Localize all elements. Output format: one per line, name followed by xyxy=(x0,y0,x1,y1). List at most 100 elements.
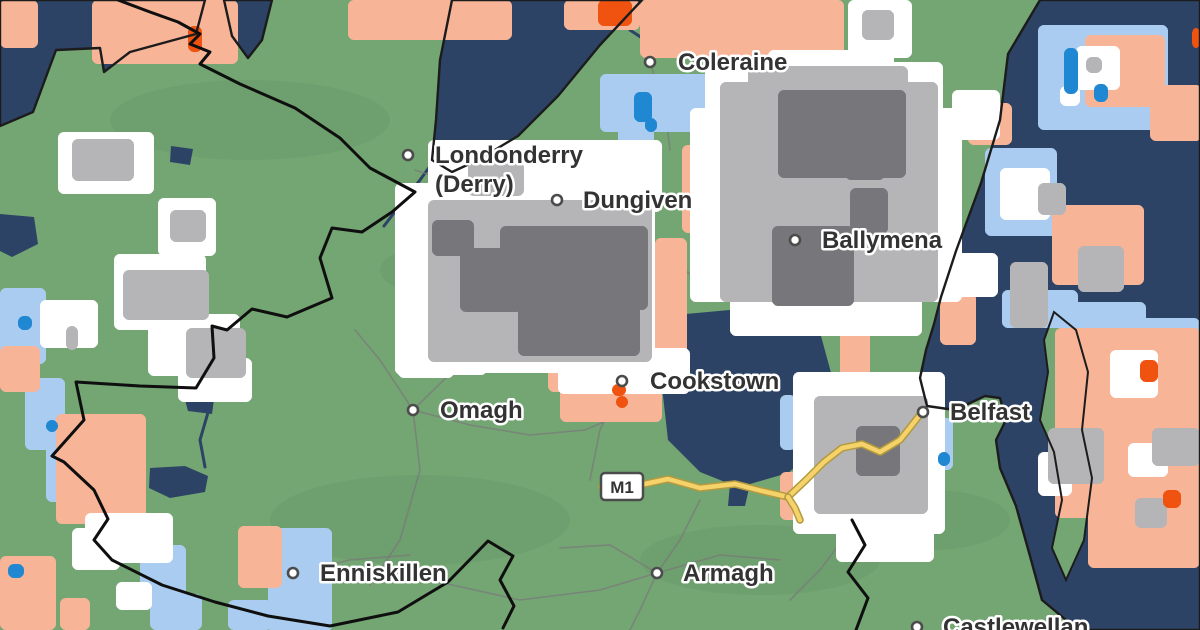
irish-border-south xyxy=(846,518,870,630)
radar-cell-light_gray xyxy=(862,10,894,40)
radar-cell-medium_blue xyxy=(8,564,24,578)
radar-cell-white xyxy=(1000,168,1050,220)
place-marker-castlewellan[interactable] xyxy=(910,620,924,630)
radar-cell-salmon xyxy=(92,0,238,64)
radar-cell-medium_blue xyxy=(1094,84,1108,102)
radar-cell-dark_gray xyxy=(432,220,474,256)
radar-cell-salmon xyxy=(0,346,40,392)
place-marker-coleraine[interactable] xyxy=(643,55,657,69)
radar-cell-orange xyxy=(616,396,628,408)
radar-cell-medium_blue xyxy=(1064,48,1078,94)
place-label-cookstown: Cookstown xyxy=(650,368,779,395)
radar-cell-medium_blue xyxy=(18,316,32,330)
place-label-coleraine: Coleraine xyxy=(678,49,787,76)
radar-cell-dark_gray xyxy=(518,288,640,356)
terrain-shade xyxy=(110,80,390,160)
radar-cell-white xyxy=(836,526,934,562)
radar-cell-orange xyxy=(1163,490,1181,508)
radar-cell-white xyxy=(85,513,173,563)
minor-road xyxy=(559,544,658,574)
minor-road xyxy=(354,329,414,411)
minor-road xyxy=(629,572,658,630)
radar-cell-dark_gray xyxy=(460,248,522,312)
place-marker-dungiven[interactable] xyxy=(550,193,564,207)
radar-cell-white xyxy=(952,90,1000,140)
radar-cell-dark_gray xyxy=(778,90,906,178)
place-marker-armagh[interactable] xyxy=(650,566,664,580)
radar-cell-white xyxy=(116,582,152,610)
ards-peninsula-coastline xyxy=(1038,310,1094,583)
radar-cell-light_gray xyxy=(123,270,209,320)
place-label-belfast: Belfast xyxy=(950,399,1030,426)
radar-cell-orange xyxy=(1192,28,1200,48)
minor-road xyxy=(369,409,421,586)
irish-border-main xyxy=(50,0,516,630)
radar-cell-medium_blue xyxy=(645,118,657,132)
radar-cell-light_blue xyxy=(268,528,332,630)
river-erne xyxy=(198,390,216,469)
radar-cell-salmon xyxy=(640,0,844,58)
place-marker-enniskillen[interactable] xyxy=(286,566,300,580)
road-badge-label: M1 xyxy=(610,478,634,497)
radar-cell-salmon xyxy=(1088,508,1200,568)
place-label-castlewellan: Castlewellan xyxy=(943,614,1088,630)
radar-cell-salmon xyxy=(348,0,512,40)
radar-cell-white xyxy=(950,253,998,297)
radar-cell-light_gray xyxy=(170,210,206,242)
m1-motorway xyxy=(599,409,925,500)
radar-cell-light_gray xyxy=(1048,428,1104,484)
radar-cell-salmon xyxy=(56,414,146,524)
sea-lough-foyle-coastline xyxy=(430,0,644,174)
minor-road xyxy=(299,567,658,601)
place-marker-ballymena[interactable] xyxy=(788,233,802,247)
place-marker-londonderry-derry-[interactable] xyxy=(401,148,415,162)
place-marker-omagh[interactable] xyxy=(406,403,420,417)
radar-cell-light_blue xyxy=(780,395,796,450)
radar-cell-light_gray xyxy=(1152,428,1200,466)
radar-cell-medium_blue xyxy=(634,92,652,122)
radar-cell-salmon xyxy=(655,238,687,356)
place-marker-cookstown[interactable] xyxy=(615,374,629,388)
place-label-londonderry: Londonderry xyxy=(435,142,584,169)
minor-road xyxy=(656,499,701,574)
radar-cell-light_gray xyxy=(1135,498,1167,528)
radar-cell-orange xyxy=(1140,360,1158,382)
radar-cell-salmon xyxy=(0,0,38,48)
terrain-shade xyxy=(640,525,880,595)
place-label-omagh: Omagh xyxy=(440,397,523,424)
minor-road xyxy=(412,409,621,436)
radar-cell-salmon xyxy=(940,293,976,345)
place-label-armagh: Armagh xyxy=(683,560,774,587)
place-marker-belfast[interactable] xyxy=(916,405,930,419)
radar-cell-salmon xyxy=(60,598,90,630)
radar-cell-light_blue xyxy=(600,74,712,132)
terrain-shade xyxy=(270,475,570,565)
sea-lough-swilly-coastline xyxy=(222,0,274,60)
radar-cell-light_gray xyxy=(1078,246,1124,292)
radar-cell-salmon xyxy=(0,556,56,630)
radar-cell-dark_gray xyxy=(772,226,854,306)
radar-cell-salmon xyxy=(1164,95,1200,141)
m1-spur xyxy=(785,494,803,523)
radar-cell-dark_gray xyxy=(850,188,888,234)
radar-cell-light_gray xyxy=(72,139,134,181)
minor-road xyxy=(656,554,781,574)
radar-cell-light_gray xyxy=(1086,57,1102,73)
sea-lough-foyle xyxy=(432,0,642,172)
place-label-enniskillen: Enniskillen xyxy=(320,560,447,587)
place-label-ballymena: Ballymena xyxy=(822,227,943,254)
radar-cell-medium_blue xyxy=(938,452,950,466)
radar-cell-medium_blue xyxy=(46,420,58,432)
place-label-dungiven: Dungiven xyxy=(583,187,692,214)
radar-cell-orange xyxy=(598,0,632,26)
radar-cell-light_gray xyxy=(186,328,246,378)
sea-east-coastline xyxy=(918,0,1200,630)
lough-erne-1 xyxy=(149,466,208,498)
small-lake-2 xyxy=(170,146,193,165)
radar-cell-salmon xyxy=(238,526,282,588)
place-label--derry-: (Derry) xyxy=(435,171,514,198)
radar-cell-light_gray xyxy=(468,162,524,196)
